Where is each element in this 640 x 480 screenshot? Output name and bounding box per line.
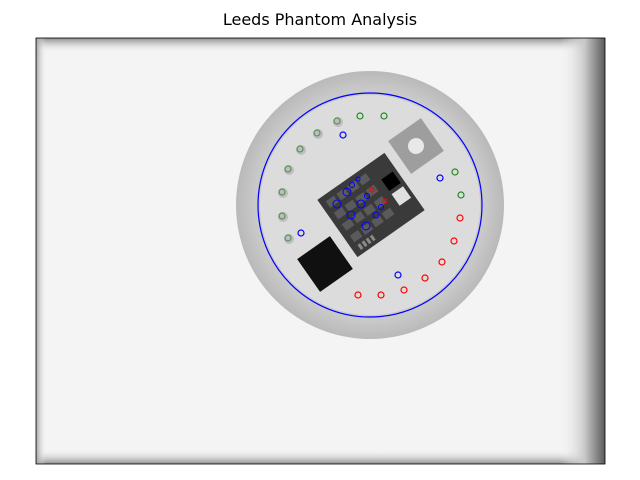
- hc-roi: [356, 112, 364, 120]
- hc-roi: [296, 145, 304, 153]
- hc-roi: [284, 165, 292, 173]
- figure-title: Leeds Phantom Analysis: [222, 10, 418, 29]
- bg-roi: [297, 229, 305, 237]
- lc-roi: [438, 258, 446, 266]
- hc-roi: [451, 168, 459, 176]
- lc-roi: [400, 286, 408, 294]
- hc-roi: [380, 112, 388, 120]
- phantom-boundary-circle: [257, 92, 483, 318]
- image-edge-right: [560, 38, 605, 464]
- hc-roi: [457, 191, 465, 199]
- image-edge-top: [36, 38, 605, 52]
- bg-roi: [339, 131, 347, 139]
- bg-roi: [436, 174, 444, 182]
- background-rois: [297, 131, 444, 279]
- central-roi-markers: [332, 176, 388, 231]
- image-edge-bottom: [36, 450, 605, 464]
- lc-roi: [421, 274, 429, 282]
- axes-frame: [35, 37, 606, 465]
- lc-roi: [377, 291, 385, 299]
- hc-roi: [313, 129, 321, 137]
- low-contrast-rois: [354, 214, 464, 299]
- hc-roi: [284, 234, 292, 242]
- lc-roi: [450, 237, 458, 245]
- hc-roi: [278, 212, 286, 220]
- image-edge-left: [36, 38, 46, 464]
- lc-roi: [354, 291, 362, 299]
- hc-roi: [278, 188, 286, 196]
- dark-square: [297, 236, 353, 292]
- bg-roi: [394, 271, 402, 279]
- high-contrast-rois: [278, 112, 465, 242]
- hc-roi: [333, 117, 341, 125]
- hc-roi-halos: [278, 117, 343, 244]
- lc-roi: [456, 214, 464, 222]
- top-right-marker: [388, 118, 444, 174]
